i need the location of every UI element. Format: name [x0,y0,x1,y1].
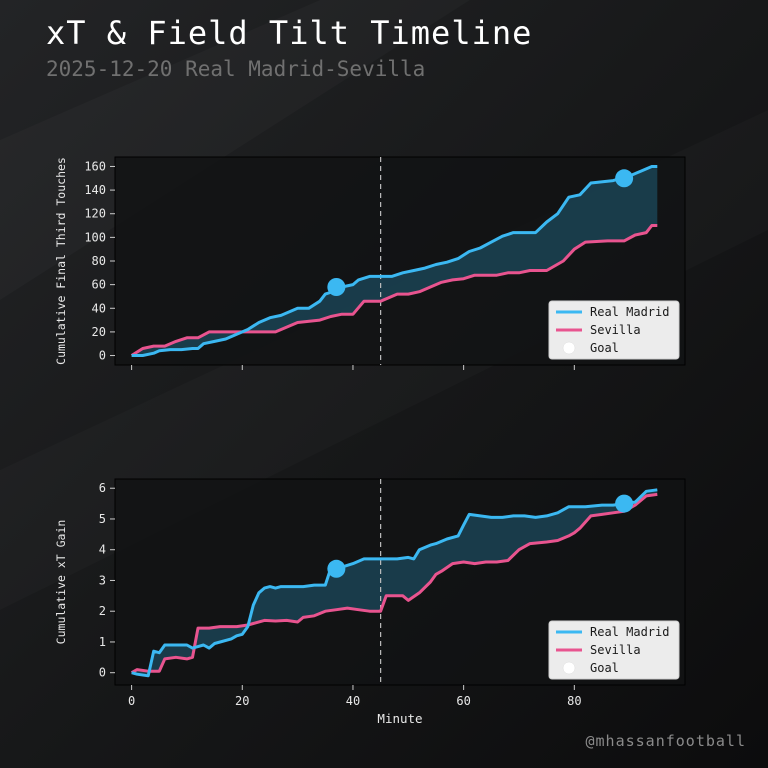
x-tick-label: 40 [346,694,360,708]
x-tick-label: 0 [128,694,135,708]
y-tick-label: 0 [99,349,106,363]
goal-marker-1 [327,560,345,578]
y-tick-label: 20 [92,325,106,339]
legend-label: Goal [590,341,619,355]
x-tick-label: 80 [567,694,581,708]
y-tick-label: 160 [84,159,106,173]
goal-marker-2 [615,169,633,187]
y-tick-label: 4 [99,543,106,557]
chart-figure: xT & Field Tilt Timeline 2025-12-20 Real… [0,0,768,768]
goal-marker-1 [327,278,345,296]
y-tick-label: 2 [99,604,106,618]
y-tick-label: 6 [99,481,106,495]
watermark: @mhassanfootball [586,732,747,750]
y-axis-label: Cumulative Final Third Touches [54,157,68,365]
legend-label: Real Madrid [590,625,669,639]
y-tick-label: 100 [84,230,106,244]
goal-marker-2 [615,495,633,513]
legend-label: Sevilla [590,643,641,657]
x-tick-label: 60 [456,694,470,708]
y-tick-label: 120 [84,207,106,221]
legend-label: Goal [590,661,619,675]
y-tick-label: 3 [99,573,106,587]
y-tick-label: 80 [92,254,106,268]
y-tick-label: 5 [99,512,106,526]
x-axis-label: Minute [377,711,422,726]
y-axis-label: Cumulative xT Gain [54,520,68,645]
plot-panel-1: 0 20 40 60 80 100 120 140 160 Cumulative Final Th… [54,157,685,370]
legend-label: Sevilla [590,323,641,337]
y-tick-label: 140 [84,183,106,197]
legend-label: Real Madrid [590,305,669,319]
y-tick-label: 40 [92,301,106,315]
legend-swatch-goal [563,342,575,354]
legend: Real Madrid Sevilla Goal [549,621,679,679]
legend-swatch-goal [563,662,575,674]
y-tick-label: 60 [92,278,106,292]
y-tick-label: 0 [99,666,106,680]
legend: Real Madrid Sevilla Goal [549,301,679,359]
plots-area: 020406080100120140160Cumulative Final Th… [0,0,768,768]
x-tick-label: 20 [235,694,249,708]
y-tick-label: 1 [99,635,106,649]
